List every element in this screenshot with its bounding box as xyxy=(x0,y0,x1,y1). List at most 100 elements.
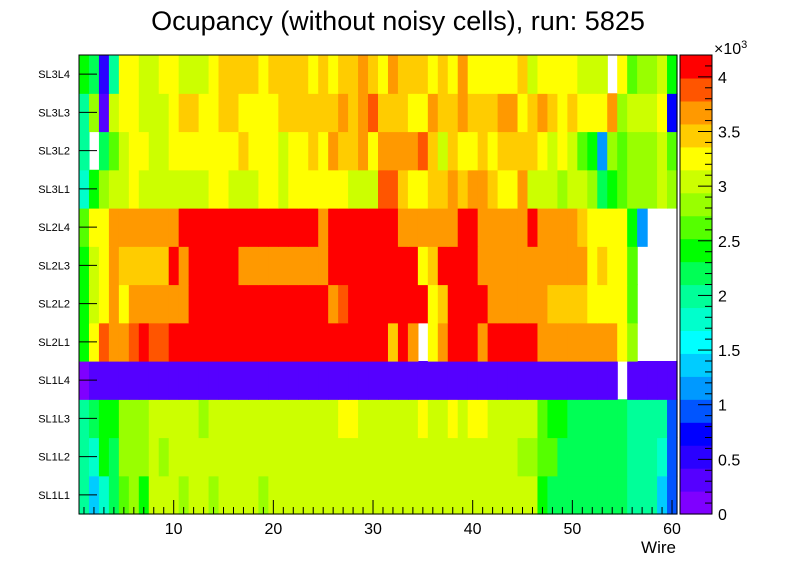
heatmap-cell xyxy=(657,93,668,133)
heatmap-cell xyxy=(577,131,588,171)
heatmap-cell xyxy=(567,284,578,324)
heatmap-cell xyxy=(288,55,299,94)
heatmap-cell xyxy=(637,208,648,247)
heatmap-cell xyxy=(198,131,210,171)
heatmap-cell xyxy=(627,208,638,247)
heatmap-cell xyxy=(278,399,289,439)
heatmap-cell xyxy=(98,361,110,400)
heatmap-cell xyxy=(278,361,289,400)
heatmap-cell xyxy=(178,437,190,477)
heatmap-cell xyxy=(427,131,439,171)
heatmap-cell xyxy=(597,284,608,324)
heatmap-cell xyxy=(667,131,678,171)
heatmap-cell xyxy=(178,208,190,247)
heatmap-cell xyxy=(477,93,489,133)
heatmap-cell xyxy=(617,55,628,94)
heatmap-cell xyxy=(238,208,250,247)
heatmap-cell xyxy=(597,246,608,286)
heatmap-cell xyxy=(268,437,279,477)
heatmap-cell xyxy=(537,169,549,209)
heatmap-cell xyxy=(318,475,329,515)
heatmap-cell xyxy=(647,169,658,209)
heatmap-cell xyxy=(517,246,529,286)
heatmap-cell xyxy=(148,399,160,439)
heatmap-cell xyxy=(527,55,539,94)
heatmap-cell xyxy=(238,475,250,515)
heatmap-cell xyxy=(487,93,499,133)
heatmap-cell xyxy=(338,93,349,133)
heatmap-cell xyxy=(158,131,170,171)
heatmap-cell xyxy=(577,475,588,515)
heatmap-cell xyxy=(168,399,180,439)
heatmap-cell xyxy=(537,475,549,515)
heatmap-cell xyxy=(467,93,479,133)
heatmap-cell xyxy=(557,399,568,439)
heatmap-cell xyxy=(318,437,329,477)
colorbar-swatch xyxy=(680,491,712,515)
heatmap-cell xyxy=(188,399,200,439)
heatmap-cell xyxy=(617,322,628,362)
heatmap-cell xyxy=(527,399,539,439)
heatmap-cell xyxy=(537,322,549,362)
heatmap-cell xyxy=(348,93,359,133)
x-tick-label: 40 xyxy=(464,521,482,538)
colorbar-swatch xyxy=(680,123,712,148)
heatmap-cell xyxy=(288,361,299,400)
heatmap-cell xyxy=(537,93,549,133)
heatmap-cell xyxy=(348,322,359,362)
heatmap-cell xyxy=(238,437,250,477)
heatmap-cell xyxy=(318,93,329,133)
colorbar-swatch xyxy=(680,261,712,286)
heatmap-cell xyxy=(527,131,539,171)
heatmap-cell xyxy=(378,93,389,133)
heatmap-cell xyxy=(607,284,618,324)
heatmap-cell xyxy=(168,169,180,209)
heatmap-cell xyxy=(158,93,170,133)
heatmap-cell xyxy=(98,437,110,477)
heatmap-cell xyxy=(208,437,220,477)
heatmap-cell xyxy=(457,131,469,171)
heatmap-cell xyxy=(208,284,220,324)
heatmap-cell xyxy=(358,246,369,286)
heatmap-cell xyxy=(597,361,608,400)
colorbar-swatch xyxy=(680,376,712,400)
heatmap-cell xyxy=(328,361,339,400)
heatmap-cell xyxy=(417,437,429,477)
heatmap-cell xyxy=(527,322,539,362)
heatmap-cell xyxy=(557,437,568,477)
heatmap-cell xyxy=(387,437,399,477)
heatmap-cell xyxy=(238,284,250,324)
heatmap-cell xyxy=(318,361,329,400)
heatmap-cell xyxy=(597,93,608,133)
heatmap-cell xyxy=(118,437,130,477)
heatmap-cell xyxy=(348,169,359,209)
heatmap-cell xyxy=(278,322,289,362)
heatmap-cell xyxy=(258,246,269,286)
heatmap-cell xyxy=(148,475,160,515)
heatmap-cell xyxy=(298,475,309,515)
heatmap-cell xyxy=(407,284,419,324)
colorbar-tick-label: 1.5 xyxy=(718,343,740,360)
x-tick-label: 50 xyxy=(563,521,581,538)
heatmap-cell xyxy=(457,246,469,286)
heatmap-cell xyxy=(477,399,489,439)
heatmap-cell xyxy=(228,399,240,439)
heatmap-cell xyxy=(318,169,329,209)
heatmap-cell xyxy=(358,437,369,477)
heatmap-cell xyxy=(178,399,190,439)
heatmap-cell xyxy=(507,399,519,439)
heatmap-cell xyxy=(128,131,140,171)
heatmap-cell xyxy=(108,208,120,247)
heatmap-cell xyxy=(457,399,469,439)
heatmap-cell xyxy=(567,361,578,400)
heatmap-cell xyxy=(447,437,459,477)
heatmap-cell xyxy=(577,208,588,247)
heatmap-cell xyxy=(577,322,588,362)
heatmap-cell xyxy=(627,399,638,439)
heatmap-cell xyxy=(607,169,618,209)
heatmap-cell xyxy=(437,246,449,286)
heatmap-cell xyxy=(168,246,180,286)
heatmap-cell xyxy=(298,284,309,324)
heatmap-cell xyxy=(238,55,250,94)
heatmap-cell xyxy=(477,361,489,400)
